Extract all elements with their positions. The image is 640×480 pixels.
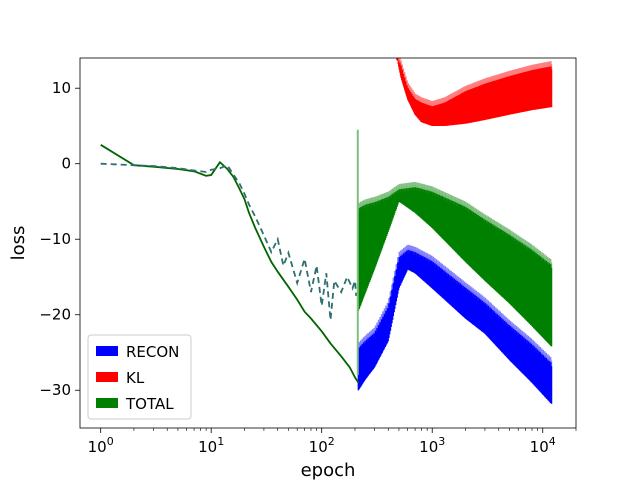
series-line-dashed-1 [100,162,358,321]
y-tick-label: 0 [61,155,71,173]
legend-label-kl: KL [126,369,145,387]
plot-frame [79,57,577,429]
x-tick-label: 101 [198,435,224,456]
y-tick-label: −30 [39,381,71,399]
y-axis-label: loss [8,226,29,261]
series-lines [100,129,360,384]
x-tick-label: 102 [309,435,335,456]
y-tick-label: −10 [39,230,71,248]
x-axis-label: epoch [301,460,356,480]
legend-label-recon: RECON [126,343,179,361]
y-tick-label: 10 [52,79,71,97]
legend-swatch-recon [96,346,118,356]
x-tick-label: 104 [530,435,556,456]
legend: RECON KL TOTAL [87,334,192,420]
legend-swatch-kl [96,372,118,382]
legend-swatch-total [96,398,118,408]
y-tick-label: −20 [39,306,71,324]
x-tick-label: 103 [419,435,445,456]
series-line-total [100,144,360,384]
band-kl [396,58,553,126]
x-axis-ticks: 100 101 102 103 104 [88,428,577,456]
series-bands [357,58,553,404]
y-axis-ticks: −30 −20 −10 0 10 [39,79,80,399]
legend-label-total: TOTAL [125,395,174,413]
x-tick-label: 100 [88,435,114,456]
